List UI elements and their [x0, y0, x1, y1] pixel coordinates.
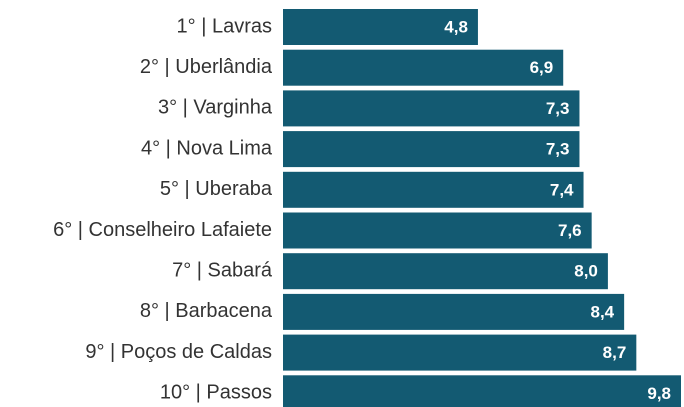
category-label: 5° | Uberaba: [160, 178, 273, 200]
bar: [283, 334, 637, 371]
value-label: 7,3: [546, 140, 570, 159]
bar: [283, 375, 681, 407]
category-label: 2° | Uberlândia: [140, 56, 273, 78]
value-label: 7,3: [546, 99, 570, 118]
category-label: 4° | Nova Lima: [141, 137, 273, 159]
bar: [283, 293, 625, 330]
value-label: 7,4: [550, 180, 574, 199]
bar: [283, 131, 580, 168]
category-label: 8° | Barbacena: [140, 300, 273, 322]
bar: [283, 171, 584, 208]
category-label: 10° | Passos: [160, 382, 272, 404]
category-label: 9° | Poços de Caldas: [85, 341, 272, 363]
category-label: 1° | Lavras: [177, 15, 272, 37]
bar: [283, 212, 592, 249]
value-label: 8,0: [574, 262, 598, 281]
value-label: 8,4: [591, 302, 615, 321]
bar: [283, 9, 478, 45]
bar: [283, 90, 580, 127]
category-label: 7° | Sabará: [172, 259, 273, 281]
value-label: 8,7: [603, 343, 627, 362]
bar: [283, 253, 608, 290]
category-label: 6° | Conselheiro Lafaiete: [53, 219, 272, 241]
category-label: 3° | Varginha: [158, 97, 273, 119]
value-label: 7,6: [558, 221, 582, 240]
value-label: 6,9: [530, 58, 554, 77]
value-label: 9,8: [647, 384, 671, 403]
value-label: 4,8: [444, 17, 468, 36]
bar: [283, 49, 564, 86]
